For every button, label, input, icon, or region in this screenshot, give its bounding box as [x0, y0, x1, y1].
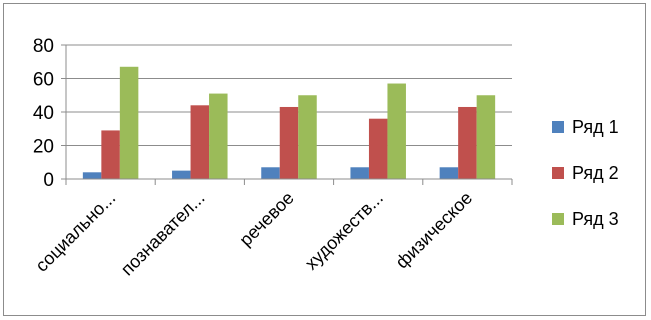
bar-series2-1: [190, 105, 210, 179]
bar-series1-3: [350, 167, 369, 179]
legend-label: Ряд 3: [572, 209, 619, 229]
category-label: социально...: [31, 188, 119, 276]
bar-series2-2: [279, 106, 299, 179]
legend-swatch: [552, 121, 564, 133]
bar-series1-0: [82, 172, 102, 179]
legend-label: Ряд 1: [572, 117, 619, 137]
category-label: познавател...: [117, 188, 209, 280]
bar-series1-4: [439, 167, 459, 179]
y-tick-label: 20: [33, 137, 54, 158]
bar-series3-0: [119, 66, 139, 179]
bar-series3-3: [387, 83, 406, 179]
y-tick-label: 60: [33, 70, 54, 91]
y-tick-label: 0: [43, 170, 54, 191]
legend-swatch: [552, 167, 564, 179]
category-label: художеств...: [301, 188, 387, 274]
category-label: физическое: [392, 188, 477, 273]
bar-series3-2: [298, 95, 317, 179]
bar-series3-1: [209, 93, 228, 179]
bar-series2-4: [458, 106, 477, 179]
bar-series3-4: [476, 95, 496, 179]
y-tick-label: 40: [33, 103, 54, 124]
legend-swatch: [552, 213, 564, 225]
legend-label: Ряд 2: [572, 163, 619, 183]
bar-series2-3: [368, 118, 388, 179]
bar-series2-0: [101, 130, 120, 179]
y-tick-label: 80: [33, 36, 54, 57]
bar-series1-1: [172, 170, 191, 179]
category-label: речевое: [235, 188, 297, 250]
bar-series1-2: [261, 167, 280, 179]
